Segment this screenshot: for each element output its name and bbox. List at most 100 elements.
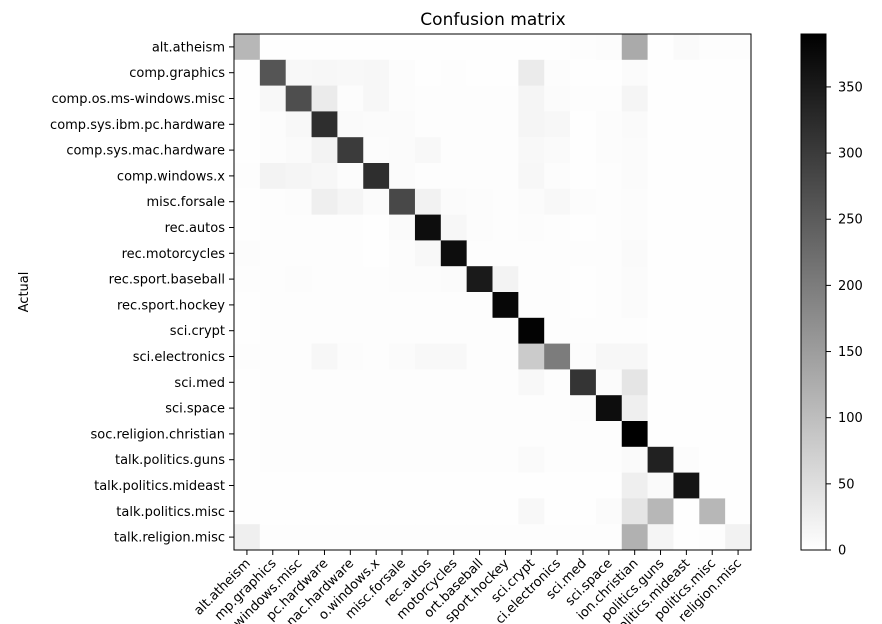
heatmap-cell [466,343,493,370]
heatmap-cell [647,524,674,551]
heatmap-cell [699,292,726,319]
heatmap-cell [699,266,726,293]
heatmap-cell [389,111,416,138]
heatmap-cell [725,111,752,138]
heatmap-cell [647,343,674,370]
heatmap-cell [673,163,700,190]
y-tick-label: sci.med [174,376,225,391]
heatmap-cell [518,137,545,164]
heatmap-cell [337,266,364,293]
heatmap-cell [414,240,442,267]
heatmap-cell [389,524,416,551]
heatmap-cell [234,446,261,473]
heatmap-cell [647,240,674,267]
colorbar-tick-label: 250 [838,213,863,228]
heatmap-cell [621,343,648,370]
heatmap-cell [311,498,338,525]
heatmap-cell [259,240,287,267]
heatmap-cell [621,188,648,215]
heatmap-cell [440,395,468,422]
heatmap-cell [544,188,571,215]
heatmap-cell [363,163,390,190]
heatmap-cell [259,369,287,396]
heatmap-cell [492,446,519,473]
heatmap-cell [363,214,390,241]
heatmap-cell [259,111,287,138]
heatmap-cell [725,369,752,396]
heatmap-cell [466,163,493,190]
heatmap-cell [544,395,571,422]
heatmap-cell [414,343,442,370]
heatmap-cell [440,111,468,138]
heatmap-cell [570,472,597,499]
heatmap-cell [311,369,338,396]
heatmap-cell [570,343,597,370]
heatmap-cell [570,111,597,138]
heatmap-cell [285,317,312,344]
heatmap-cell [725,137,752,164]
heatmap-cell [363,472,390,499]
heatmap-cell [466,524,493,551]
heatmap-cell [259,34,287,61]
heatmap-cell [595,214,623,241]
heatmap-cell [725,498,752,525]
heatmap-cell [337,292,364,319]
heatmap-cell [466,498,493,525]
heatmap-cell [570,34,597,61]
y-tick-label: rec.autos [165,221,226,236]
heatmap-cell [518,369,545,396]
heatmap-cell [492,369,519,396]
heatmap-cell [699,472,726,499]
heatmap-cell [673,395,700,422]
heatmap-cell [234,240,261,267]
heatmap-cell [621,292,648,319]
heatmap-cell [363,240,390,267]
heatmap-cell [647,498,674,525]
heatmap-cell [414,34,442,61]
heatmap-cell [466,111,493,138]
heatmap-cell [311,34,338,61]
heatmap-cell [285,421,312,448]
heatmap-cell [466,214,493,241]
heatmap-cell [647,317,674,344]
heatmap-cell [518,421,545,448]
heatmap-cell [621,137,648,164]
heatmap-cell [285,524,312,551]
heatmap-cell [570,163,597,190]
heatmap-cell [337,395,364,422]
heatmap-cell [414,163,442,190]
heatmap-cell [492,421,519,448]
heatmap-cell [363,421,390,448]
heatmap-cell [621,240,648,267]
heatmap-cell [544,472,571,499]
heatmap-cell [389,421,416,448]
heatmap-cell [414,369,442,396]
heatmap-cell [311,292,338,319]
heatmap-cell [440,266,468,293]
heatmap-cell [337,524,364,551]
heatmap-cell [518,214,545,241]
heatmap-cell [234,59,261,86]
heatmap-cell [570,188,597,215]
heatmap-cell [699,85,726,112]
heatmap-cell [389,59,416,86]
y-tick-label: alt.atheism [152,40,225,55]
heatmap-cell [285,85,312,112]
y-axis-label: Actual [17,272,32,313]
heatmap-cell [699,369,726,396]
heatmap-cell [311,59,338,86]
colorbar-tick-label: 50 [838,477,855,492]
y-tick-label: talk.politics.mideast [94,479,225,494]
heatmap-cell [595,240,623,267]
heatmap-cell [673,240,700,267]
heatmap-cell [234,188,261,215]
heatmap-cell [518,524,545,551]
heatmap-cell [337,472,364,499]
heatmap-cell [725,163,752,190]
heatmap-cell [440,188,468,215]
heatmap-cell [544,214,571,241]
heatmap-cell [518,163,545,190]
heatmap-cell [544,34,571,61]
heatmap-cell [492,395,519,422]
heatmap-cell [544,498,571,525]
